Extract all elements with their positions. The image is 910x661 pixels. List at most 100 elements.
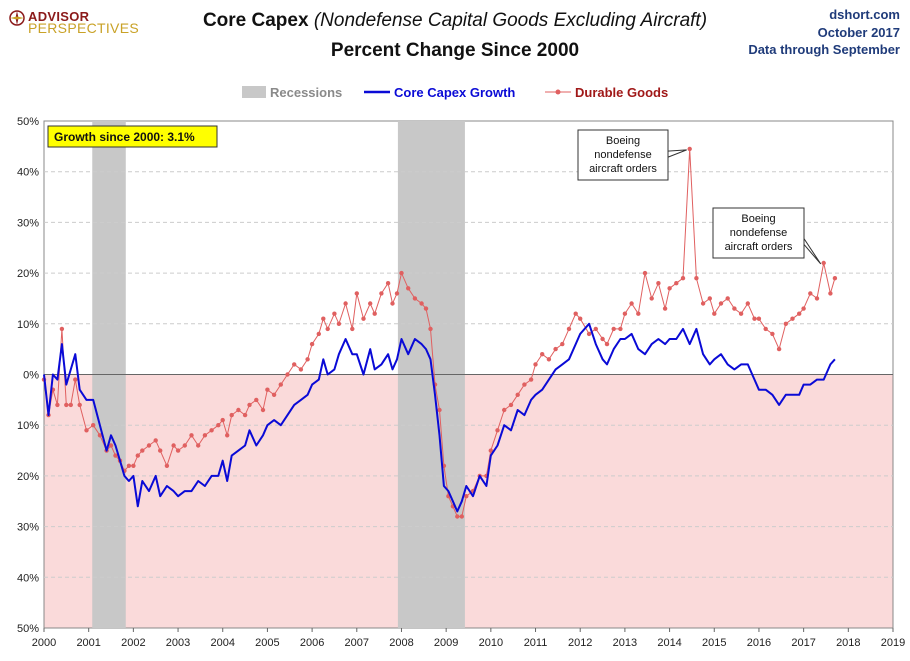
x-axis-ticks: 2000 2001 2002 2003 2004 2005 2006 2007 2008 2009…: [32, 628, 905, 649]
durable-goods-point: [553, 346, 558, 352]
x-tick-label: 2019: [881, 637, 905, 649]
durable-goods-point: [316, 331, 321, 337]
durable-goods-point: [528, 377, 534, 382]
durable-goods-point: [707, 296, 712, 301]
durable-goods-point: [247, 402, 252, 408]
durable-goods-point: [680, 276, 686, 281]
annotation-text: nondefense: [594, 149, 652, 161]
durable-goods-point: [770, 331, 775, 337]
durable-goods-point: [540, 352, 545, 357]
durable-goods-point: [437, 407, 442, 413]
durable-goods-point: [305, 357, 310, 362]
durable-goods-point: [604, 341, 610, 347]
durable-goods-point: [712, 311, 717, 316]
durable-goods-point: [285, 372, 290, 377]
durable-goods-point: [622, 311, 628, 316]
legend-durable-label: Durable Goods: [575, 85, 668, 100]
durable-goods-point: [502, 407, 507, 413]
durable-goods-point: [783, 321, 788, 326]
durable-goods-point: [797, 311, 802, 316]
legend-recessions-swatch: [242, 86, 266, 98]
durable-goods-point: [265, 387, 270, 392]
durable-goods-point: [164, 463, 170, 468]
durable-goods-point: [687, 146, 692, 152]
x-tick-label: 2001: [76, 637, 100, 649]
growth-badge: Growth since 2000: 3.1%: [47, 125, 218, 148]
durable-goods-point: [55, 402, 60, 408]
durable-goods-point: [236, 407, 241, 413]
durable-goods-point: [126, 463, 132, 468]
durable-goods-point: [113, 453, 118, 458]
series-core-capex: [43, 322, 836, 513]
durable-goods-point: [146, 443, 152, 448]
y-tick-label: 30%: [17, 522, 39, 534]
durable-goods-point: [91, 423, 96, 428]
x-tick-label: 2011: [524, 637, 548, 649]
x-tick-label: 2017: [791, 637, 815, 649]
durable-goods-point: [763, 326, 768, 332]
durable-goods-point: [379, 291, 384, 296]
durable-goods-point: [560, 341, 565, 347]
x-tick-label: 2006: [300, 637, 324, 649]
durable-goods-point: [368, 301, 373, 306]
durable-goods-point: [229, 412, 234, 418]
durable-goods-point: [108, 443, 114, 448]
durable-goods-point: [189, 433, 194, 438]
chart-title-main: Core Capex: [202, 10, 309, 31]
durable-goods-point: [488, 448, 493, 453]
durable-goods-point: [756, 316, 762, 321]
durable-goods-point: [662, 306, 668, 311]
durable-goods-point: [390, 301, 395, 306]
y-axis-ticks: 50% 40% 30% 20% 10% 0% 10% 20% 30% 40% 50%: [17, 116, 39, 635]
durable-goods-point: [59, 326, 65, 332]
durable-goods-point: [406, 286, 411, 291]
durable-goods-point: [196, 443, 201, 448]
durable-goods-point: [636, 311, 641, 316]
durable-goods-point: [814, 296, 820, 301]
annotation-box: [712, 207, 805, 259]
durable-goods-point: [171, 443, 176, 448]
annotation-text: Boeing: [741, 213, 775, 225]
y-tick-label: 40%: [17, 572, 39, 584]
durable-goods-point: [674, 281, 679, 286]
annotation-text: Boeing: [606, 135, 640, 147]
durable-goods-point: [73, 377, 78, 382]
durable-goods-point: [495, 428, 500, 433]
durable-goods-point: [718, 301, 724, 306]
durable-goods-point: [220, 417, 225, 423]
durable-goods-point: [175, 448, 181, 453]
chart-title: Core Capex (Nondefense Capital Goods Exc…: [0, 10, 910, 32]
durable-goods-point: [292, 362, 297, 367]
durable-goods-point: [725, 296, 730, 301]
data-through: Data through September: [748, 42, 900, 57]
publish-date: October 2017: [817, 25, 900, 40]
y-tick-label: 20%: [17, 471, 39, 483]
y-tick-label: 30%: [17, 217, 39, 229]
durable-goods-point: [656, 281, 661, 286]
durable-goods-point: [372, 311, 377, 316]
source-site: dshort.com: [829, 7, 900, 22]
durable-goods-point: [566, 326, 572, 332]
x-tick-label: 2018: [836, 637, 860, 649]
durable-goods-point: [611, 326, 616, 332]
x-tick-label: 2009: [434, 637, 458, 649]
durable-goods-point: [182, 443, 187, 448]
durable-goods-point: [419, 301, 424, 306]
x-tick-label: 2010: [479, 637, 503, 649]
durable-goods-point: [776, 346, 782, 352]
x-tick-label: 2005: [255, 637, 279, 649]
durable-goods-point: [700, 301, 706, 306]
x-tick-label: 2008: [389, 637, 413, 649]
grid: [44, 171, 893, 578]
legend-core-label: Core Capex Growth: [394, 85, 515, 100]
x-tick-label: 2003: [166, 637, 190, 649]
growth-badge-box: [47, 125, 218, 148]
durable-goods-point: [158, 448, 163, 453]
x-tick-label: 2012: [568, 637, 592, 649]
x-tick-label: 2007: [345, 637, 369, 649]
durable-goods-point: [278, 382, 283, 387]
durable-goods-point: [694, 276, 699, 281]
durable-goods-point: [821, 260, 826, 266]
durable-goods-point: [254, 397, 259, 403]
